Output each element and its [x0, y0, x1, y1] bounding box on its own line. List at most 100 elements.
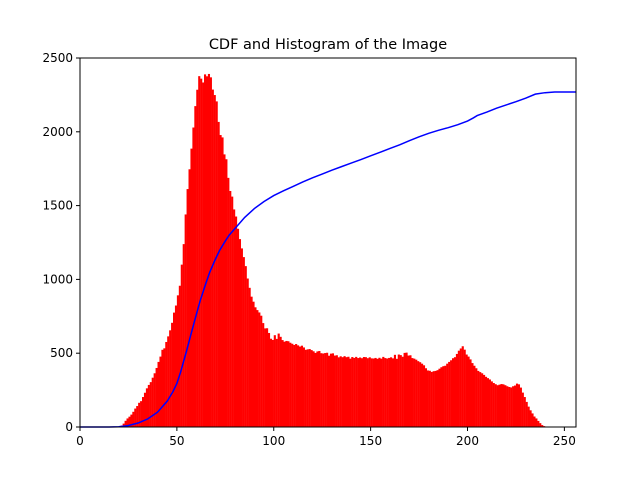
histogram-bar	[153, 373, 156, 427]
histogram-bar	[494, 384, 497, 427]
histogram-bar	[492, 383, 495, 427]
histogram-bar	[198, 76, 201, 428]
histogram-bar	[510, 387, 513, 427]
histogram-bar	[240, 248, 243, 427]
histogram-bar	[508, 387, 511, 427]
y-axis: 0 500 1000 1500 2000 2500	[42, 51, 80, 434]
histogram-bar	[266, 328, 269, 427]
histogram-bar	[142, 397, 145, 427]
histogram-bar	[403, 352, 406, 427]
histogram-bar	[279, 336, 282, 427]
histogram-bar	[359, 357, 362, 427]
histogram-bar	[444, 365, 447, 427]
histogram-bar	[293, 344, 296, 427]
histogram-bar	[171, 322, 174, 427]
histogram-bar	[515, 383, 519, 427]
histogram-bar	[393, 354, 397, 427]
histogram-bar	[436, 370, 439, 427]
histogram-bar	[310, 350, 313, 427]
histogram-bar	[446, 363, 449, 427]
histogram-bar	[539, 423, 542, 427]
histogram-bar	[209, 77, 212, 427]
histogram-bar	[517, 384, 521, 427]
histogram-bar	[264, 328, 267, 427]
histogram-bar	[161, 349, 164, 427]
histogram-bar	[401, 356, 404, 427]
histogram-bar	[196, 89, 199, 427]
histogram-bar	[378, 357, 381, 427]
histogram-bar	[422, 365, 426, 427]
histogram-bar	[163, 348, 166, 427]
histogram-bar	[341, 357, 344, 427]
histogram-bar	[531, 413, 534, 427]
histogram-bar	[333, 355, 336, 427]
histogram-bar	[525, 401, 528, 427]
histogram-bar	[277, 333, 280, 427]
histogram-bar	[502, 384, 505, 427]
histogram-bar	[328, 355, 331, 427]
chart-title: CDF and Histogram of the Image	[209, 37, 447, 53]
histogram-bar	[376, 358, 379, 427]
histogram-bar	[174, 305, 178, 427]
histogram-bar	[500, 384, 503, 427]
histogram-bar	[242, 257, 245, 427]
histogram-bar	[521, 392, 524, 427]
x-tick-label: 200	[456, 434, 479, 448]
histogram-bar	[178, 285, 181, 427]
histogram-bar	[421, 363, 424, 427]
histogram-bar	[362, 357, 366, 427]
x-tick-label: 50	[169, 434, 184, 448]
histogram-bar	[219, 135, 222, 428]
histogram-bar	[351, 357, 354, 427]
histogram-bar	[329, 353, 333, 427]
histogram-bar	[188, 169, 191, 427]
histogram-bar	[157, 361, 160, 427]
x-tick-label: 250	[553, 434, 576, 448]
histogram-bar	[415, 359, 418, 427]
histogram-bar	[308, 349, 311, 427]
histogram-bar	[519, 387, 522, 427]
histogram-bar	[285, 340, 288, 427]
histogram-bar	[281, 340, 284, 427]
histogram-bar	[353, 357, 356, 427]
x-axis: 0 50 100 150 200 250	[76, 427, 576, 448]
histogram-bar	[386, 358, 389, 427]
histogram-bar	[235, 216, 238, 427]
histogram-bar	[380, 358, 383, 427]
y-tick-label: 1500	[42, 199, 73, 213]
histogram-bar	[384, 358, 387, 427]
plot-area-frame	[79, 57, 577, 428]
histogram-bar	[432, 371, 435, 427]
histogram-bar	[130, 414, 133, 427]
histogram-bar	[165, 341, 168, 427]
histogram-bar	[271, 339, 274, 427]
histogram-bar	[467, 356, 470, 427]
histogram-bar	[405, 352, 408, 427]
histogram-bar	[246, 278, 249, 427]
histogram-bar	[207, 73, 211, 428]
histogram-bar	[295, 344, 298, 427]
histogram-bar	[355, 356, 358, 427]
histogram-bar	[409, 355, 412, 427]
histogram-bar	[440, 367, 443, 427]
histogram-bar	[217, 121, 220, 427]
histogram-bar	[364, 357, 367, 427]
histogram-bar	[180, 264, 183, 427]
histogram-bar	[407, 355, 410, 427]
histogram-bar	[395, 358, 398, 427]
histogram-bar	[238, 239, 242, 427]
histogram-bar	[223, 154, 226, 427]
histogram-bar	[424, 368, 428, 427]
histogram-bar	[498, 384, 501, 427]
histogram-bar	[428, 370, 431, 427]
histogram-bar	[457, 350, 460, 427]
histogram-bar	[215, 101, 218, 427]
histogram-bar	[411, 358, 414, 427]
histogram-bar	[481, 373, 484, 427]
histogram-bar	[221, 137, 224, 427]
histogram-bar	[430, 371, 433, 427]
histogram-bar	[475, 368, 478, 427]
histogram-bar	[252, 301, 255, 427]
histogram-bar	[136, 406, 139, 427]
